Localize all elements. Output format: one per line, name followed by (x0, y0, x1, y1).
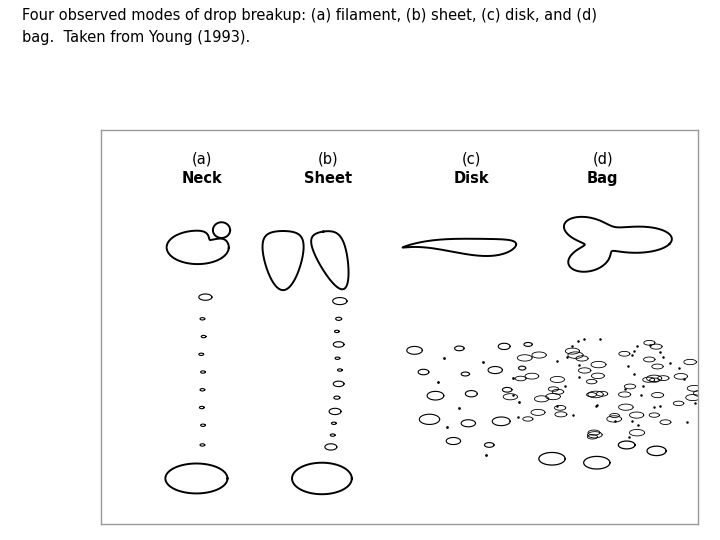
Text: (b): (b) (318, 152, 338, 167)
Text: (a): (a) (192, 152, 212, 167)
Text: Four observed modes of drop breakup: (a) filament, (b) sheet, (c) disk, and (d): Four observed modes of drop breakup: (a)… (22, 8, 597, 23)
Text: Sheet: Sheet (304, 171, 352, 186)
Text: Neck: Neck (182, 171, 222, 186)
Text: bag.  Taken from Young (1993).: bag. Taken from Young (1993). (22, 30, 250, 45)
Text: (c): (c) (462, 152, 481, 167)
Text: (d): (d) (593, 152, 613, 167)
Text: Bag: Bag (587, 171, 618, 186)
Text: Disk: Disk (454, 171, 489, 186)
